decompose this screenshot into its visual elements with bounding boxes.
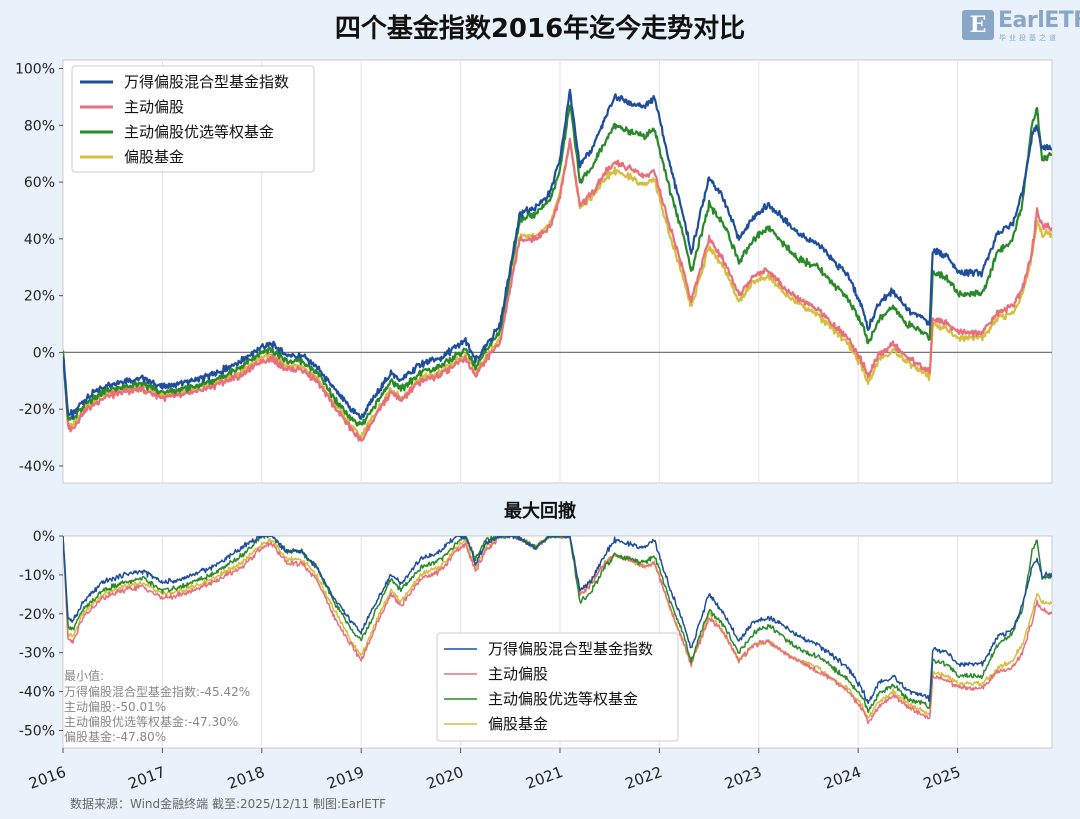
x-tick-label: 2025 — [921, 763, 963, 793]
logo-mark: E — [962, 10, 994, 40]
y-tick-label: 0% — [33, 529, 55, 545]
y-tick-label: -40% — [19, 459, 55, 475]
series-line-3 — [63, 536, 1052, 714]
min-value-note: 最小值:万得偏股混合型基金指数:-45.42%主动偏股:-50.01%主动偏股优… — [64, 668, 250, 744]
min-value-line: 万得偏股混合型基金指数:-45.42% — [64, 684, 250, 699]
legend-label: 偏股基金 — [488, 715, 548, 733]
x-tick-label: 2016 — [26, 763, 68, 793]
y-tick-label: -30% — [19, 646, 55, 662]
y-tick-label: -10% — [19, 568, 55, 584]
logo-text: EarlETF — [998, 8, 1080, 33]
x-tick-label: 2023 — [722, 763, 764, 793]
legend-label: 主动偏股 — [488, 665, 548, 683]
y-tick-label: -20% — [19, 402, 55, 418]
legend-label: 主动偏股 — [124, 98, 184, 116]
series-line-4 — [63, 139, 1052, 440]
series-line-3 — [63, 104, 1052, 427]
y-tick-label: -50% — [19, 723, 55, 739]
chart-canvas: -40%-20%0%20%40%60%80%100%万得偏股混合型基金指数主动偏… — [15, 59, 1053, 793]
min-value-heading: 最小值: — [64, 668, 104, 683]
series-line-1 — [63, 536, 1052, 705]
y-tick-label: 100% — [15, 62, 55, 78]
series-line-1 — [63, 88, 1052, 420]
y-tick-label: -20% — [19, 607, 55, 623]
y-tick-label: 20% — [24, 289, 55, 305]
y-tick-label: -40% — [19, 685, 55, 701]
series-line-2 — [63, 536, 1052, 725]
legend-box — [436, 632, 679, 742]
legend-label: 主动偏股优选等权基金 — [124, 123, 274, 141]
earletf-logo: E EarlETF 毕业投基之道 — [962, 8, 1080, 42]
legend-label: 主动偏股优选等权基金 — [488, 690, 638, 708]
legend-label: 万得偏股混合型基金指数 — [124, 73, 289, 91]
y-tick-label: 0% — [33, 345, 55, 361]
drawdown-title: 最大回撤 — [504, 500, 576, 522]
min-value-line: 主动偏股:-50.01% — [64, 699, 166, 714]
drawdown-panel: 0% -10% -20% -30% -40% -50% 2016 2017 2018 2019 20… — [19, 529, 1053, 793]
logo-subtitle: 毕业投基之道 — [999, 34, 1059, 42]
x-tick-label: 2022 — [623, 763, 665, 793]
x-tick-label: 2020 — [424, 763, 466, 793]
y-tick-label: 40% — [24, 232, 55, 248]
legend-label: 偏股基金 — [124, 148, 184, 166]
cumulative-return-panel: -40% -20% 0% 20% 40% 60% 80% 100% 万得偏股混合型基金指数主动偏… — [15, 59, 1053, 484]
min-value-line: 偏股基金:-47.80% — [64, 729, 166, 744]
legend-box — [71, 65, 315, 173]
x-tick-label: 2018 — [225, 763, 267, 793]
series-line-2 — [63, 137, 1052, 442]
x-tick-label: 2021 — [523, 763, 565, 793]
x-tick-label: 2019 — [325, 763, 367, 793]
chart-title: 四个基金指数2016年迄今走势对比 — [334, 14, 746, 44]
min-value-line: 主动偏股优选等权基金:-47.30% — [64, 714, 238, 729]
data-source-note: 数据来源：Wind金融终端 截至:2025/12/11 制图:EarlETF — [70, 797, 387, 811]
y-tick-label: 60% — [24, 175, 55, 191]
x-tick-label: 2017 — [126, 763, 168, 793]
y-tick-label: 80% — [24, 118, 55, 134]
legend-label: 万得偏股混合型基金指数 — [488, 640, 653, 658]
x-tick-label: 2024 — [822, 763, 864, 793]
